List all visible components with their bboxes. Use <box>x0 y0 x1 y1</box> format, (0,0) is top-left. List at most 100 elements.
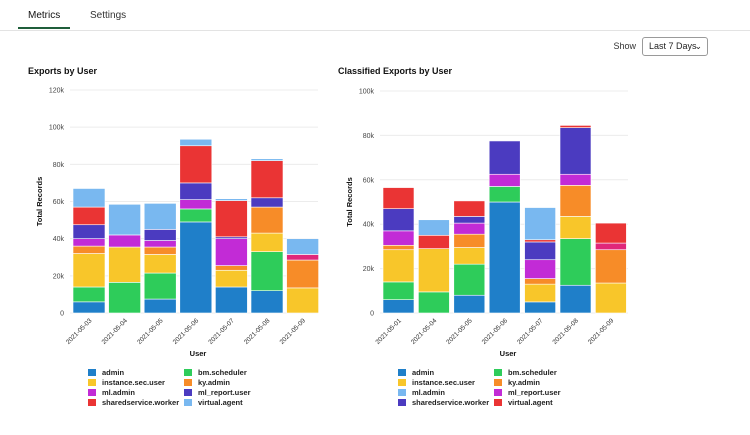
bar-segment-admin[interactable] <box>453 294 486 314</box>
bar-segment-virtual-agent[interactable] <box>72 188 106 208</box>
legend-item-ml-report-user[interactable]: ml_report.user <box>494 388 590 397</box>
bar-segment-admin[interactable] <box>215 286 248 314</box>
bar-segment-virtual-agent[interactable] <box>559 125 592 128</box>
bar-segment-bm-scheduler[interactable] <box>108 282 141 314</box>
legend-label: admin <box>102 368 125 377</box>
legend-item-admin[interactable]: admin <box>88 368 184 377</box>
legend-label: bm.scheduler <box>508 368 557 377</box>
bar-segment-instance-sec-user[interactable] <box>108 246 141 283</box>
date-range-select[interactable]: Last 7 Days ⌄ <box>642 36 708 56</box>
legend-item-sharedservice-worker[interactable]: sharedservice.worker <box>398 398 494 407</box>
bar-segment-ml-admin[interactable] <box>418 219 450 236</box>
bar-segment-instance-sec-user[interactable] <box>418 248 450 293</box>
bar-segment-sharedservice-worker[interactable] <box>559 127 592 175</box>
bar-segment-admin[interactable] <box>179 221 213 314</box>
bar-segment-admin[interactable] <box>382 299 415 314</box>
tab-metrics[interactable]: Metrics <box>28 10 61 21</box>
bar-segment-admin[interactable] <box>524 301 556 314</box>
bar-segment-ky-admin[interactable] <box>453 233 486 248</box>
bar-segment-virtual-agent[interactable] <box>286 238 319 255</box>
bar-segment-bm-scheduler[interactable] <box>453 263 486 296</box>
bar-segment-ky-admin[interactable] <box>524 278 556 285</box>
bar-segment-instance-sec-user[interactable] <box>595 282 627 314</box>
bar-segment-virtual-agent[interactable] <box>382 187 415 209</box>
legend-item-instance-sec-user[interactable]: instance.sec.user <box>88 378 184 387</box>
bar-segment-virtual-agent[interactable] <box>215 200 248 238</box>
bar-segment-ml-admin[interactable] <box>559 173 592 186</box>
y-tick-label: 60k <box>363 177 375 184</box>
bar-segment-ml-report-user[interactable] <box>595 242 627 251</box>
bar-segment-virtual-agent[interactable] <box>179 145 213 184</box>
bar-segment-sharedservice-worker[interactable] <box>453 216 486 224</box>
bar-segment-virtual-agent[interactable] <box>108 203 141 236</box>
legend-item-sharedservice-worker[interactable]: sharedservice.worker <box>88 398 184 407</box>
bar-segment-virtual-agent[interactable] <box>143 203 177 230</box>
bar-segment-ky-admin[interactable] <box>286 259 319 289</box>
bar-segment-bm-scheduler[interactable] <box>488 186 521 203</box>
bar-segment-virtual-agent[interactable] <box>595 222 627 244</box>
y-tick-label: 0 <box>370 311 374 318</box>
bar-segment-sharedservice-worker[interactable] <box>524 241 556 261</box>
bar-segment-bm-scheduler[interactable] <box>382 281 415 300</box>
legend-item-ml-admin[interactable]: ml.admin <box>88 388 184 397</box>
x-tick-label: 2021-05-09 <box>587 317 616 346</box>
y-tick-label: 20k <box>363 266 375 273</box>
legend-swatch <box>494 369 502 376</box>
legend-item-ky-admin[interactable]: ky.admin <box>184 378 280 387</box>
bar-segment-bm-scheduler[interactable] <box>143 272 177 300</box>
legend-item-bm-scheduler[interactable]: bm.scheduler <box>494 368 590 377</box>
legend-item-virtual-agent[interactable]: virtual.agent <box>494 398 590 407</box>
legend-item-ml-admin[interactable]: ml.admin <box>398 388 494 397</box>
bar-segment-admin[interactable] <box>488 201 521 314</box>
legend-swatch <box>184 379 192 386</box>
x-tick-label: 2021-05-04 <box>410 317 439 346</box>
bar-segment-instance-sec-user[interactable] <box>382 249 415 283</box>
bar-segment-instance-sec-user[interactable] <box>524 283 556 303</box>
bar-segment-ky-admin[interactable] <box>559 185 592 217</box>
legend-swatch <box>494 389 502 396</box>
chevron-down-icon: ⌄ <box>694 40 702 51</box>
bar-segment-virtual-agent[interactable] <box>179 138 213 147</box>
legend-item-ml-report-user[interactable]: ml_report.user <box>184 388 280 397</box>
bar-segment-ml-admin[interactable] <box>524 207 556 241</box>
legend-item-instance-sec-user[interactable]: instance.sec.user <box>398 378 494 387</box>
legend-label: ml.admin <box>412 388 445 397</box>
bar-segment-ky-admin[interactable] <box>595 249 627 284</box>
legend-item-ky-admin[interactable]: ky.admin <box>494 378 590 387</box>
bar-segment-sharedservice-worker[interactable] <box>488 140 521 175</box>
chart-title-exports: Exports by User <box>28 66 98 76</box>
tab-settings[interactable]: Settings <box>90 10 127 21</box>
bar-segment-bm-scheduler[interactable] <box>418 291 450 314</box>
y-axis-label: Total Records <box>345 177 354 226</box>
bar-segment-ml-admin[interactable] <box>488 173 521 187</box>
bar-segment-instance-sec-user[interactable] <box>286 287 319 314</box>
bar-segment-virtual-agent[interactable] <box>453 200 486 217</box>
bar-segment-bm-scheduler[interactable] <box>250 251 284 292</box>
bar-segment-instance-sec-user[interactable] <box>72 253 106 288</box>
bar-segment-instance-sec-user[interactable] <box>453 247 486 265</box>
legend-classified-exports: admin bm.scheduler instance.sec.user ky.adm… <box>398 368 590 407</box>
bar-segment-ml-admin[interactable] <box>382 230 415 246</box>
legend-item-virtual-agent[interactable]: virtual.agent <box>184 398 280 407</box>
legend-label: ky.admin <box>508 378 540 387</box>
y-tick-label: 40k <box>53 236 65 243</box>
bar-segment-sharedservice-worker[interactable] <box>382 208 415 232</box>
x-tick-label: 2021-05-08 <box>551 317 580 346</box>
bar-segment-ky-admin[interactable] <box>382 244 415 251</box>
bar-segment-bm-scheduler[interactable] <box>559 238 592 286</box>
bar-segment-instance-sec-user[interactable] <box>559 216 592 239</box>
bar-segment-admin[interactable] <box>559 284 592 314</box>
legend-label: ky.admin <box>198 378 230 387</box>
y-tick-label: 60k <box>53 199 65 206</box>
bar-segment-virtual-agent[interactable] <box>215 198 248 201</box>
bar-segment-virtual-agent[interactable] <box>250 158 284 161</box>
legend-item-bm-scheduler[interactable]: bm.scheduler <box>184 368 280 377</box>
bar-segment-virtual-agent[interactable] <box>524 239 556 243</box>
bar-segment-virtual-agent[interactable] <box>250 160 284 199</box>
legend-item-admin[interactable]: admin <box>398 368 494 377</box>
bar-segment-virtual-agent[interactable] <box>418 235 450 249</box>
bar-segment-ml-admin[interactable] <box>215 238 248 266</box>
bar-segment-ml-admin[interactable] <box>524 259 556 279</box>
bar-segment-ml-admin[interactable] <box>453 222 486 235</box>
